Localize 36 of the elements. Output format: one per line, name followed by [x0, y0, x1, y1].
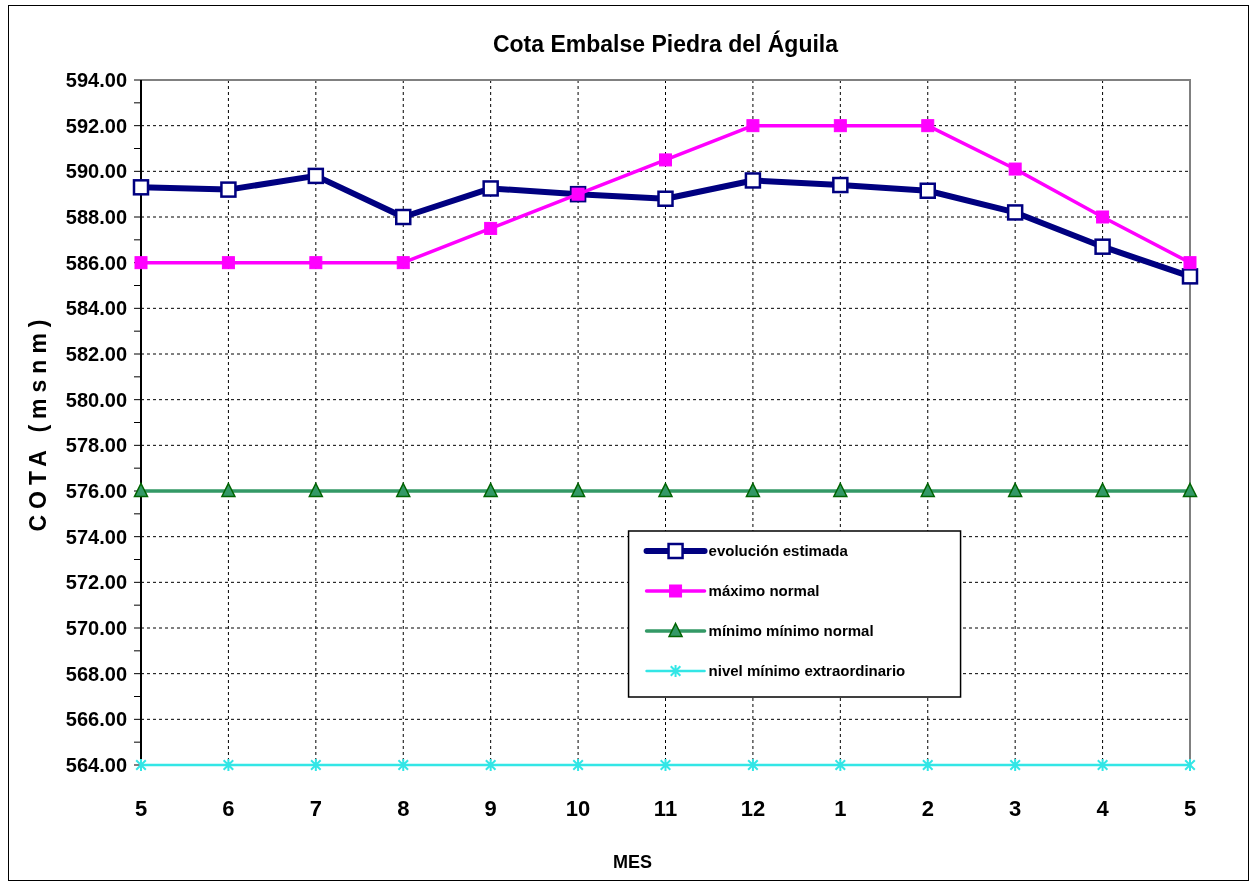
x-tick-label: 2 [921, 796, 934, 821]
x-tick-label: 6 [222, 796, 235, 821]
x-tick-label: 8 [397, 796, 410, 821]
x-tick-label: 10 [565, 796, 591, 821]
x-tick-label: 4 [1096, 796, 1110, 821]
y-tick-label: 578.00 [65, 434, 127, 457]
x-tick-label: 9 [484, 796, 497, 821]
y-tick-label: 572.00 [65, 571, 127, 594]
y-axis-title: COTA (msnm) [25, 313, 51, 532]
x-tick-label: 3 [1009, 796, 1022, 821]
y-tick-label: 570.00 [65, 617, 127, 639]
y-tick-label: 574.00 [65, 525, 127, 548]
y-tick-label: 564.00 [65, 754, 127, 776]
x-tick-label: 5 [134, 796, 148, 821]
y-tick-label: 580.00 [65, 388, 127, 411]
x-axis-title: MES [612, 852, 653, 872]
legend-label: nivel mínimo extraordinario [708, 662, 906, 680]
y-tick-label: 594.00 [65, 69, 127, 91]
y-tick-label: 582.00 [65, 343, 127, 365]
x-tick-label: 7 [309, 796, 322, 821]
x-tick-label: 1 [834, 796, 847, 821]
y-tick-label: 586.00 [65, 251, 127, 274]
legend-label: evolución estimada [708, 542, 849, 560]
legend-label: mínimo mínimo normal [708, 622, 874, 640]
x-tick-label: 11 [653, 796, 678, 821]
y-tick-label: 566.00 [65, 708, 127, 731]
y-tick-label: 592.00 [65, 114, 127, 137]
y-tick-label: 584.00 [65, 297, 127, 320]
y-tick-label: 568.00 [65, 662, 127, 685]
y-tick-label: 588.00 [65, 206, 127, 228]
x-tick-label: 5 [1183, 796, 1197, 821]
chart-title: Cota Embalse Piedra del Águila [492, 30, 839, 57]
x-tick-label: 12 [740, 796, 766, 821]
legend-label: máximo normal [708, 582, 820, 600]
y-tick-label: 576.00 [65, 480, 127, 502]
y-tick-label: 590.00 [65, 160, 127, 183]
